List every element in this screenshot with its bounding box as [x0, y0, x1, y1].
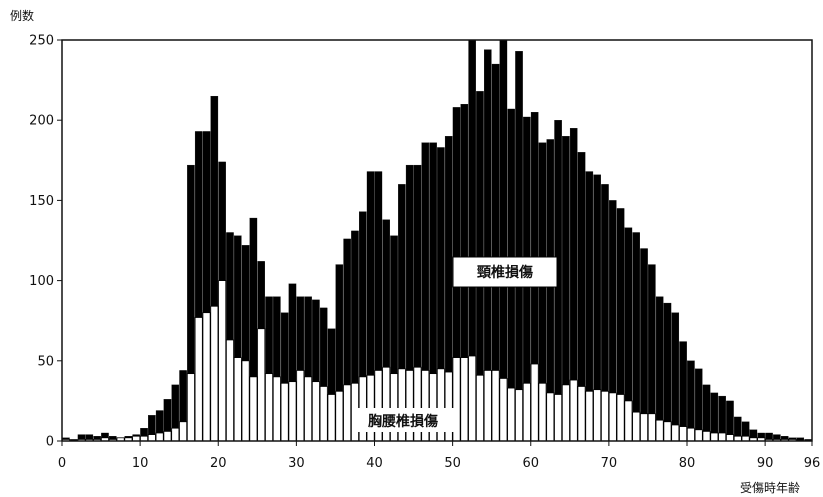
bar-cervical [679, 341, 687, 442]
bar-thoracolumbar [561, 384, 570, 442]
bar-thoracolumbar [702, 430, 711, 442]
bar-thoracolumbar [296, 370, 305, 442]
x-tick-label: 80 [679, 456, 696, 471]
bar-cervical [632, 232, 640, 442]
bar-thoracolumbar [460, 357, 469, 442]
bar-cervical [655, 296, 664, 442]
bar-thoracolumbar [179, 421, 188, 442]
x-tick-label: 90 [757, 456, 774, 471]
bar-thoracolumbar [343, 384, 352, 442]
bar-thoracolumbar [202, 312, 211, 442]
bar-thoracolumbar [218, 280, 227, 442]
y-tick-label: 200 [29, 114, 54, 129]
bar-thoracolumbar [233, 357, 242, 442]
bar-thoracolumbar [311, 381, 320, 442]
annotation-thoracolumbar-box [352, 408, 454, 432]
bar-thoracolumbar [171, 427, 180, 442]
plot-frame [61, 39, 813, 442]
bar-thoracolumbar [593, 389, 602, 442]
x-tick-label: 30 [288, 456, 305, 471]
bar-thoracolumbar [725, 434, 734, 442]
bar-thoracolumbar [319, 386, 328, 442]
bar-thoracolumbar [194, 317, 203, 442]
bar-thoracolumbar [710, 432, 719, 442]
bar-thoracolumbar [647, 413, 656, 442]
bar-cervical [640, 248, 648, 442]
y-tick-label: 100 [29, 274, 54, 289]
bar-thoracolumbar [632, 411, 641, 442]
y-axis-title: 例数 [10, 8, 34, 23]
bar-thoracolumbar [546, 392, 555, 442]
x-tick-label: 60 [522, 456, 539, 471]
bar-thoracolumbar [280, 382, 289, 442]
bar-thoracolumbar [225, 339, 234, 442]
bar-thoracolumbar [671, 424, 680, 442]
bar-thoracolumbar [468, 355, 477, 442]
x-tick-label: 50 [444, 456, 461, 471]
bar-thoracolumbar [272, 376, 281, 442]
bar-thoracolumbar [304, 376, 313, 442]
bar-thoracolumbar [249, 376, 258, 442]
annotation-cervical-label: 頸椎損傷 [477, 264, 533, 281]
bar-thoracolumbar [569, 379, 578, 442]
annotation-thoracolumbar: 胸腰椎損傷 [352, 408, 454, 432]
bar-thoracolumbar [147, 434, 156, 442]
bar-thoracolumbar [327, 394, 336, 442]
y-tick-label: 250 [29, 34, 54, 49]
bar-thoracolumbar [538, 382, 547, 442]
bar-thoracolumbar [679, 426, 688, 442]
bar-thoracolumbar [663, 421, 672, 442]
bar-thoracolumbar [452, 357, 461, 442]
x-tick-label: 0 [58, 456, 66, 471]
bar-thoracolumbar [655, 419, 664, 442]
annotation-cervical: 頸椎損傷 [452, 256, 558, 288]
x-axis-title: 受傷時年齢 [740, 480, 800, 495]
bar-thoracolumbar [507, 387, 516, 442]
bar-thoracolumbar [186, 373, 195, 442]
bars [61, 39, 812, 442]
y-tick-label: 0 [46, 435, 54, 450]
x-tick-label: 96 [804, 456, 821, 471]
bar-thoracolumbar [499, 378, 508, 442]
bar-thoracolumbar [491, 370, 500, 442]
bar-thoracolumbar [522, 382, 531, 442]
bar-thoracolumbar [265, 373, 274, 442]
bar-cervical [663, 302, 672, 442]
y-tick-label: 150 [29, 194, 54, 209]
bar-thoracolumbar [163, 430, 172, 442]
bar-thoracolumbar [718, 432, 727, 442]
bar-thoracolumbar [624, 400, 633, 442]
axes: 0 50 100 150 200 250 0 10 20 30 40 50 60 70 80 90 96 [29, 34, 820, 472]
bar-thoracolumbar [210, 305, 219, 442]
bar-thoracolumbar [257, 328, 266, 442]
bar-thoracolumbar [483, 370, 492, 442]
bar-thoracolumbar [554, 394, 563, 442]
x-tick-label: 20 [210, 456, 227, 471]
bar-thoracolumbar [241, 360, 250, 442]
annotation-thoracolumbar-label: 胸腰椎損傷 [368, 413, 438, 430]
bar-thoracolumbar [515, 389, 524, 442]
x-tick-label: 10 [132, 456, 149, 471]
bar-thoracolumbar [686, 427, 695, 442]
bar-thoracolumbar [475, 374, 484, 442]
bar-thoracolumbar [616, 394, 625, 442]
bar-thoracolumbar [694, 429, 703, 442]
annotation-cervical-box [452, 256, 558, 288]
bar-thoracolumbar [530, 363, 539, 442]
bar-thoracolumbar [335, 390, 344, 442]
bar-thoracolumbar [155, 432, 164, 442]
bar-cervical [671, 312, 680, 442]
bar-thoracolumbar [600, 390, 609, 442]
x-tick-label: 40 [366, 456, 383, 471]
bar-thoracolumbar [577, 386, 586, 442]
bar-cervical [515, 51, 523, 442]
x-tick-label: 70 [601, 456, 618, 471]
bar-thoracolumbar [585, 390, 594, 442]
bar-thoracolumbar [288, 381, 297, 442]
bar-thoracolumbar [608, 392, 617, 442]
bar-thoracolumbar [640, 413, 649, 442]
y-tick-label: 50 [37, 354, 54, 369]
